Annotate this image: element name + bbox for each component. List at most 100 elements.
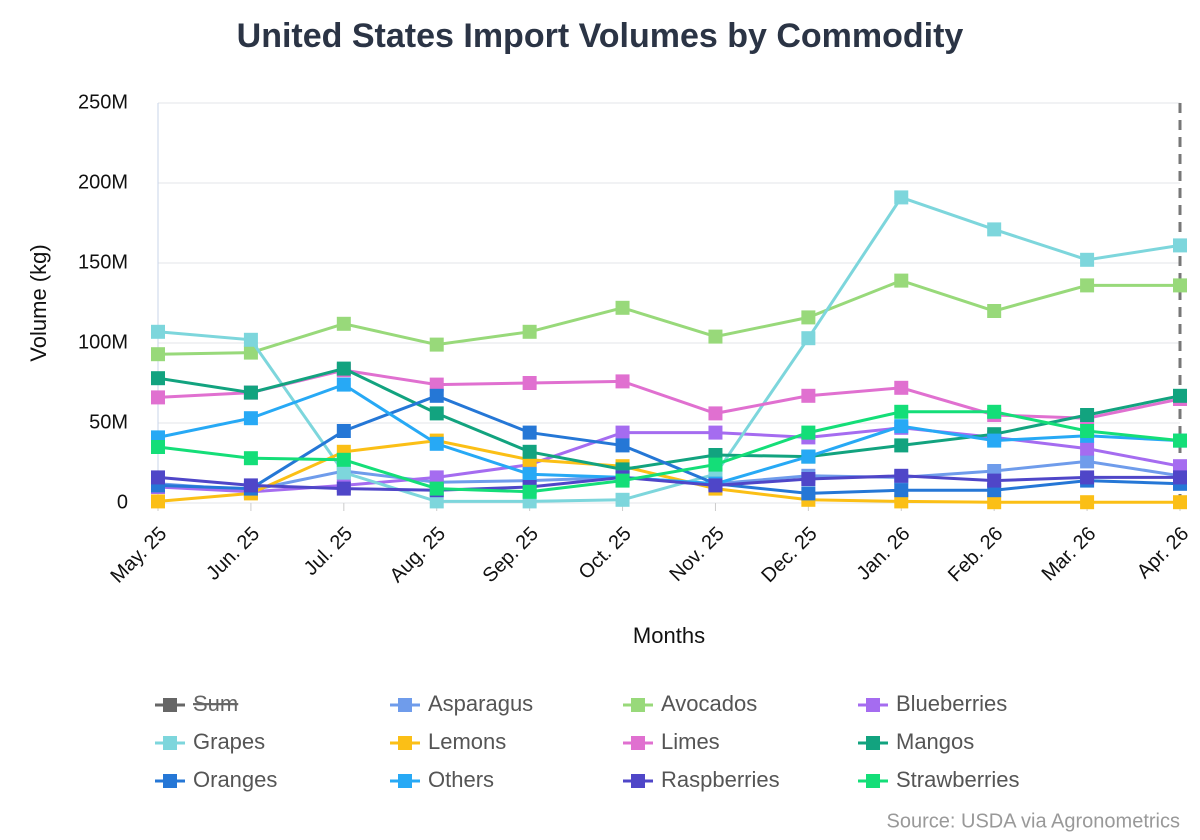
point — [243, 451, 258, 466]
legend-marker — [866, 698, 880, 712]
point — [894, 483, 909, 498]
point — [522, 376, 537, 390]
legend-item[interactable]: Blueberries — [858, 691, 1007, 716]
point — [336, 316, 351, 331]
legend-label: Strawberries — [896, 767, 1019, 792]
point — [708, 329, 723, 344]
y-tick-label: 50M — [89, 411, 128, 433]
x-tick-label: Feb. 26 — [944, 523, 1008, 587]
point — [987, 473, 1002, 488]
legend-marker — [631, 698, 645, 712]
source: Source: USDA via Agronometrics — [887, 810, 1180, 832]
legend-marker — [398, 698, 412, 712]
point — [151, 390, 165, 405]
x-tick-label: Oct. 25 — [575, 523, 636, 584]
legend-item[interactable]: Asparagus — [390, 691, 533, 716]
point — [429, 377, 444, 392]
point — [151, 494, 165, 509]
point — [1080, 424, 1095, 438]
x-tick-label: Jul. 25 — [300, 523, 357, 580]
point — [894, 494, 909, 509]
legend-item[interactable]: Sum — [155, 691, 238, 716]
series-line — [157, 410, 1181, 494]
point — [522, 324, 537, 339]
y-tick-label: 250M — [78, 91, 128, 113]
point — [1080, 408, 1095, 422]
point — [987, 404, 1002, 419]
legend-item[interactable]: Strawberries — [858, 767, 1019, 792]
point — [1080, 495, 1095, 510]
x-tick-label: Nov. 25 — [665, 523, 728, 586]
point — [429, 388, 444, 403]
point — [429, 481, 444, 496]
point — [708, 478, 723, 493]
point — [243, 345, 258, 360]
point — [336, 361, 351, 376]
legend-label: Raspberries — [661, 767, 780, 792]
legend-label: Limes — [661, 729, 720, 754]
legend-item[interactable]: Limes — [623, 729, 720, 754]
point — [522, 484, 537, 499]
point — [151, 440, 165, 454]
legend-item[interactable]: Grapes — [155, 729, 265, 754]
legend-label: Blueberries — [896, 691, 1007, 716]
point — [894, 404, 909, 419]
point — [336, 377, 351, 392]
legend-label: Avocados — [661, 691, 757, 716]
point — [522, 425, 537, 440]
legend-item[interactable]: Mangos — [858, 729, 974, 754]
y-tick-label: 150M — [78, 251, 128, 273]
point — [801, 472, 816, 486]
point — [151, 371, 165, 386]
point — [1173, 388, 1187, 403]
legend-marker — [631, 774, 645, 788]
point — [336, 452, 351, 467]
point — [336, 424, 351, 438]
legend-item[interactable]: Others — [390, 767, 494, 792]
legend-item[interactable]: Oranges — [155, 767, 277, 792]
legend-marker — [866, 736, 880, 750]
legend-item[interactable]: Lemons — [390, 729, 506, 754]
point — [336, 481, 351, 496]
point — [708, 425, 723, 440]
point — [1080, 252, 1095, 267]
legend-marker — [163, 736, 177, 750]
x-tick-label: Apr. 26 — [1133, 523, 1193, 583]
series-line — [157, 195, 1181, 503]
series-line — [157, 279, 1180, 356]
legend-label: Sum — [193, 691, 238, 716]
point — [801, 331, 816, 346]
point — [243, 478, 258, 493]
point — [429, 470, 444, 485]
point — [615, 300, 630, 315]
point — [894, 419, 909, 434]
point — [894, 468, 909, 483]
point — [151, 347, 165, 362]
point — [801, 486, 816, 501]
legend-item[interactable]: Avocados — [623, 691, 757, 716]
x-tick-label: Jun. 25 — [202, 523, 264, 585]
series-line — [157, 474, 1180, 492]
legend-label: Others — [428, 767, 494, 792]
legend-marker — [163, 774, 177, 788]
point — [615, 425, 630, 440]
point — [801, 449, 816, 464]
point — [894, 273, 909, 288]
point — [151, 470, 165, 485]
point — [522, 444, 537, 459]
x-tick-label: Jan. 26 — [853, 523, 915, 585]
point — [615, 374, 630, 389]
point — [987, 222, 1002, 237]
y-tick-label: 200M — [78, 171, 128, 193]
point — [429, 337, 444, 352]
legend-item[interactable]: Raspberries — [623, 767, 780, 792]
x-tick-label: Dec. 25 — [757, 523, 821, 587]
point — [1173, 470, 1187, 485]
series-line — [157, 394, 1181, 495]
point — [801, 310, 816, 325]
series-line — [157, 367, 1181, 471]
point — [1080, 441, 1095, 456]
legend-marker — [163, 698, 177, 712]
x-tick-label: Sep. 25 — [479, 523, 543, 587]
